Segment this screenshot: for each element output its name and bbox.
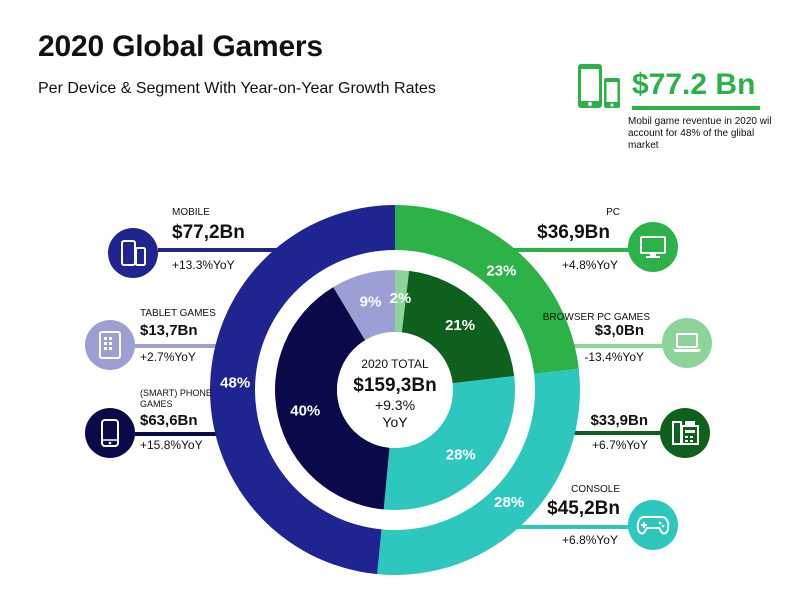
mobile-devices-icon: [121, 240, 146, 266]
tablet-label: TABLET GAMES: [140, 308, 216, 319]
pc-yoy: +4.8%YoY: [562, 258, 618, 272]
mobile-label: MOBILE: [172, 207, 210, 218]
mobile-devices-icon: [578, 64, 620, 108]
laptop-icon: [673, 333, 701, 352]
inner-pct-label-browser-pc-games: 2%: [390, 290, 412, 307]
inner-pct-label-slice-1: 21%: [445, 317, 475, 334]
console-yoy: +6.8%YoY: [562, 533, 618, 547]
tablet-yoy: +2.7%YoY: [140, 350, 196, 364]
tablet-value: $13,7Bn: [140, 322, 198, 339]
highlight-note: Mobil game reventue in 2020 wil account …: [628, 116, 772, 151]
page-title: 2020 Global Gamers: [38, 30, 323, 63]
center-label: 2020 TOTAL: [361, 357, 429, 371]
page-subtitle: Per Device & Segment With Year-on-Year G…: [38, 80, 436, 97]
pc-label: PC: [606, 207, 620, 218]
phone-value: $63,6Bn: [140, 412, 198, 429]
inner-slice-slice-1: [401, 270, 515, 384]
outer-pct-label-pc: 23%: [486, 263, 516, 280]
boxed-pc-badge: [660, 408, 710, 458]
browser-connector: [565, 344, 670, 348]
inner-slice-console: [383, 376, 515, 510]
gamepad-icon: [636, 516, 670, 535]
tablet-connector: [135, 344, 225, 348]
center-total: $159,3Bn: [353, 375, 436, 396]
donut-hole: [337, 332, 453, 448]
inner-slice-tablet-games: [333, 270, 395, 341]
console-value: $45,2Bn: [547, 498, 620, 519]
outer-pct-label-console: 28%: [494, 494, 524, 511]
highlight-amount: $77.2 Bn: [632, 68, 756, 101]
pc-badge: [628, 222, 678, 272]
boxed-pc-value: $33,9Bn: [590, 412, 648, 429]
mobile-value: $77,2Bn: [172, 222, 245, 243]
console-label: CONSOLE: [571, 484, 620, 495]
inner-pct-label-smart-phone-games: 40%: [290, 402, 320, 419]
browser-label: BROWSER PC GAMES: [542, 312, 650, 323]
outer-slice-console: [377, 368, 580, 575]
mobile-connector: [158, 248, 308, 252]
browser-badge: [662, 318, 712, 368]
tablet-badge: [85, 320, 135, 370]
phone-label: (SMART) PHONE GAMES: [140, 388, 212, 409]
inner-pct-label-tablet-games: 9%: [360, 293, 382, 310]
monitor-icon: [640, 236, 666, 258]
browser-yoy: -13.4%YoY: [584, 350, 644, 364]
console-connector: [505, 525, 630, 529]
phone-badge: [85, 408, 135, 458]
center-growth: +9.3%: [375, 397, 415, 413]
mobile-badge: [108, 228, 158, 278]
console-badge: [628, 500, 678, 550]
outer-pct-label-mobile: 48%: [220, 374, 250, 391]
pc-value: $36,9Bn: [537, 222, 610, 243]
phone-connector: [135, 432, 225, 436]
outer-slice-mobile: [210, 205, 395, 575]
outer-slice-pc: [395, 205, 579, 374]
center-growth-unit: YoY: [382, 414, 408, 430]
smartphone-icon: [101, 419, 119, 447]
donut-chart: 23% 28% 48% 2% 21% 28% 40% 9% 2020 TOTAL $159,3…: [210, 205, 580, 575]
pc-tower-icon: [672, 421, 699, 445]
browser-value: $3,0Bn: [594, 322, 644, 339]
pc-connector: [490, 248, 630, 252]
boxed-pc-connector: [565, 431, 670, 435]
phone-yoy: +15.8%YoY: [140, 438, 203, 452]
inner-slice-browser-pc-games: [395, 270, 410, 333]
tablet-icon: [99, 331, 121, 359]
highlight-divider: [632, 106, 760, 110]
inner-pct-label-console: 28%: [446, 446, 476, 463]
mobile-yoy: +13.3%YoY: [172, 258, 235, 272]
boxed-pc-yoy: +6.7%YoY: [592, 438, 648, 452]
inner-slice-smart-phone-games: [275, 287, 390, 510]
